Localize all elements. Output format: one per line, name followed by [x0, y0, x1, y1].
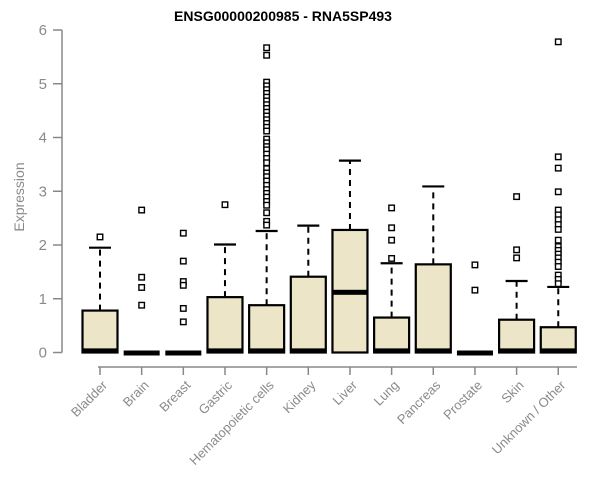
median-line — [206, 348, 243, 354]
box-skin — [498, 193, 536, 354]
outlier-point — [263, 201, 271, 209]
median-line — [290, 348, 327, 354]
x-tick-label: Breast — [156, 377, 193, 414]
box-rect — [289, 275, 327, 354]
box-rect — [539, 326, 577, 354]
outlier-point — [263, 159, 271, 167]
outlier-point — [554, 236, 562, 244]
box-rect — [498, 318, 536, 354]
outlier-point — [179, 281, 187, 289]
outlier-point — [263, 51, 271, 59]
median-line — [540, 348, 577, 354]
y-tick-label: 0 — [39, 345, 47, 362]
x-tick-label: Brain — [120, 378, 152, 410]
box-pancreas — [414, 185, 452, 354]
outlier-point — [513, 193, 521, 201]
outlier-point — [388, 236, 396, 244]
x-tick-label: Bladder — [68, 377, 111, 420]
box-hematopoietic-cells — [248, 44, 286, 354]
box-rect — [81, 309, 119, 354]
outlier-point — [138, 284, 146, 291]
x-tick-label: Kidney — [280, 377, 319, 416]
outlier-point — [138, 273, 146, 281]
outlier-point — [263, 44, 271, 52]
chart-title: ENSG00000200985 - RNA5SP493 — [174, 8, 392, 24]
x-tick-label: Prostate — [440, 378, 485, 423]
outlier-point — [471, 261, 479, 269]
outlier-point — [263, 127, 271, 135]
box-rect — [414, 263, 452, 354]
box-gastric — [206, 201, 244, 354]
x-tick-label: Liver — [330, 377, 361, 408]
y-tick-label: 5 — [39, 76, 47, 93]
box-unknown-other — [539, 38, 577, 354]
y-tick-label: 1 — [39, 291, 47, 308]
x-tick-label: Unknown / Other — [489, 377, 569, 457]
box-brain — [123, 206, 160, 356]
outlier-point — [554, 153, 562, 161]
y-axis: 0 1 2 3 4 5 6 — [39, 22, 63, 362]
median-line — [248, 348, 285, 354]
x-tick-label: Skin — [498, 378, 526, 406]
box-breast — [165, 229, 202, 356]
x-tick-label: Gastric — [195, 377, 235, 417]
box-liver — [331, 159, 369, 354]
y-tick-label: 6 — [39, 22, 47, 39]
outlier-point — [554, 225, 562, 233]
outlier-point — [263, 209, 271, 217]
outlier-point — [96, 233, 104, 241]
box-kidney — [289, 224, 327, 354]
outlier-point — [138, 206, 146, 214]
outlier-point — [179, 304, 187, 312]
median-line — [415, 348, 452, 354]
outlier-point — [179, 257, 187, 265]
outlier-point — [388, 224, 396, 232]
median-line — [123, 350, 160, 356]
outlier-point — [388, 204, 396, 212]
outlier-point — [554, 38, 562, 46]
box-bladder — [81, 233, 119, 354]
x-tick-label: Pancreas — [394, 377, 444, 427]
outlier-point — [138, 301, 146, 309]
outlier-point — [513, 254, 521, 262]
x-tick-label: Lung — [371, 378, 402, 409]
outlier-point — [471, 286, 479, 294]
box-rect — [206, 296, 244, 354]
box-prostate — [456, 261, 493, 356]
median-line — [165, 350, 202, 356]
box-lung — [373, 204, 411, 354]
median-line — [331, 289, 368, 295]
outlier-point — [388, 254, 396, 262]
y-tick-label: 3 — [39, 183, 47, 200]
outlier-point — [179, 318, 187, 326]
outlier-point — [513, 246, 521, 254]
outlier-point — [263, 221, 271, 229]
median-line — [82, 348, 118, 354]
y-tick-label: 2 — [39, 237, 47, 254]
median-line — [373, 348, 410, 354]
median-line — [456, 350, 493, 356]
median-line — [498, 348, 535, 354]
outlier-point — [221, 201, 229, 209]
outlier-point — [554, 263, 562, 270]
outlier-point — [554, 164, 562, 172]
outlier-point — [554, 280, 562, 288]
outlier-point — [179, 229, 187, 237]
box-rect — [373, 316, 411, 354]
box-rect — [248, 304, 286, 354]
y-tick-label: 4 — [39, 130, 47, 147]
outlier-point — [554, 188, 562, 196]
